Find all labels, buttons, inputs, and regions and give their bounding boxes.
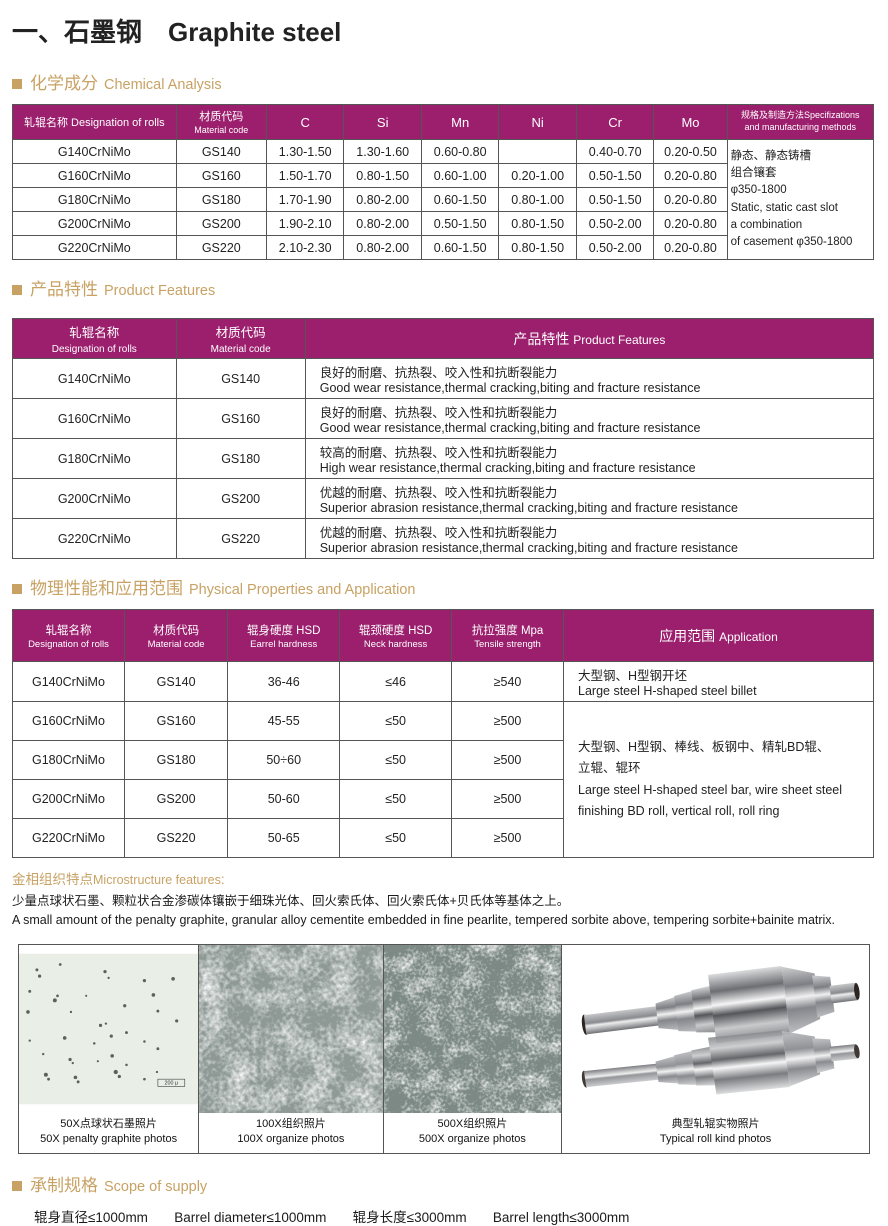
svg-text:200 μ: 200 μ [165,1080,179,1086]
